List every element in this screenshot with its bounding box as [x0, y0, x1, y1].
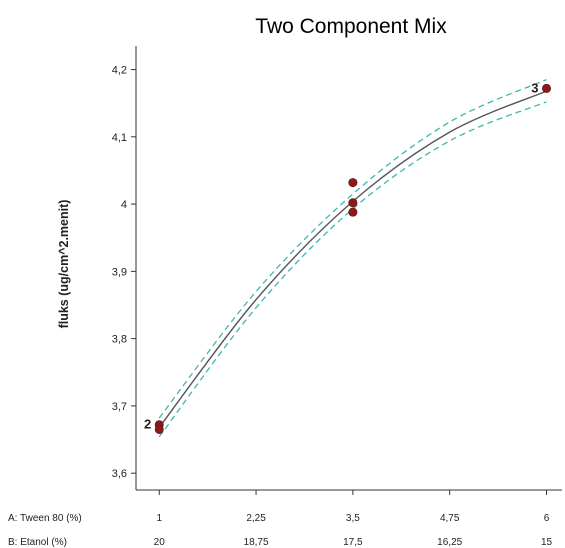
x-tick-label: 17,5 [343, 537, 363, 548]
data-point [154, 424, 164, 434]
y-tick-label: 3,8 [112, 334, 127, 346]
y-axis: 3,6 3,7 3,8 3,9 4 4,1 4,2 [112, 65, 136, 480]
x-tick-label: 2,25 [246, 513, 266, 524]
y-axis-title: fluks (ug/cm^2.menit) [57, 200, 71, 329]
fit-lines [158, 79, 547, 438]
x-axis-label: A: Tween 80 (%) [8, 513, 82, 524]
x-tick-label: 15 [541, 537, 553, 548]
x-tick-label: 6 [544, 513, 550, 524]
x-tick-label: 20 [154, 537, 166, 548]
y-tick-label: 4 [121, 199, 127, 211]
x-tick-label: 1 [156, 513, 162, 524]
data-point [348, 207, 358, 217]
fitted-curve [158, 90, 547, 428]
x-axis-label: B: Etanol (%) [8, 537, 67, 548]
x-tick-label: 18,75 [244, 537, 269, 548]
confidence-band-lower [158, 101, 547, 438]
y-tick-label: 3,6 [112, 468, 127, 480]
y-tick-label: 4,1 [112, 132, 127, 144]
chart-title: Two Component Mix [255, 15, 447, 38]
x-tick-label: 3,5 [346, 513, 360, 524]
design-points: 23 [144, 80, 552, 434]
y-tick-label: 4,2 [112, 65, 127, 77]
confidence-band-upper [158, 79, 547, 419]
y-tick-label: 3,9 [112, 266, 127, 278]
plot-area [135, 46, 562, 491]
y-tick-label: 3,7 [112, 401, 127, 413]
data-point [348, 178, 358, 188]
data-point [348, 198, 358, 208]
point-count-label: 2 [144, 417, 151, 432]
x-axes: A: Tween 80 (%) 1 2,25 3,5 4,75 6 B: Etanol (%… [8, 490, 553, 548]
data-point [542, 83, 552, 93]
x-tick-label: 4,75 [440, 513, 460, 524]
point-count-label: 3 [531, 80, 538, 95]
x-tick-label: 16,25 [437, 537, 462, 548]
